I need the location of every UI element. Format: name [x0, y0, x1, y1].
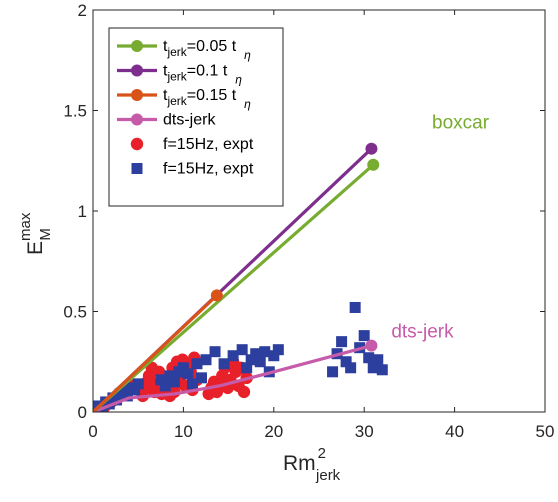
series-end-marker-2 — [210, 289, 223, 302]
legend-label-main: t — [163, 87, 168, 104]
series-end-marker-0 — [367, 158, 380, 171]
x-tick-label: 30 — [355, 422, 374, 441]
expt-square-point — [245, 354, 257, 366]
y-axis-label-sup: max — [17, 212, 34, 241]
expt-square-point — [250, 348, 262, 360]
legend-label-sub: jerk — [166, 45, 187, 59]
legend-label-4: f=15Hz, expt — [163, 136, 254, 153]
expt-square-point — [376, 364, 388, 376]
dts-jerk-annotation: dts-jerk — [391, 322, 454, 343]
y-tick-label: 0.5 — [63, 303, 87, 322]
legend-label-1: tjerk=0.1 t η — [163, 63, 242, 87]
legend-label-5: f=15Hz, expt — [163, 161, 254, 178]
legend-box — [108, 27, 284, 207]
legend-marker-0 — [131, 40, 143, 52]
expt-square-point — [241, 362, 253, 374]
legend-label-rest: =0.05 t — [187, 38, 237, 55]
y-axis-label-sub: M — [37, 228, 54, 241]
expt-square-point — [129, 384, 141, 396]
legend-label-3: dts-jerk — [163, 112, 216, 129]
expt-square-point — [111, 394, 123, 406]
expt-square-point — [236, 344, 248, 356]
boxcar-annotation: boxcar — [432, 113, 490, 134]
legend-label-rest: =0.1 t — [187, 63, 228, 80]
expt-square-point — [132, 378, 144, 390]
expt-square-point — [345, 362, 357, 374]
legend-marker-2 — [131, 89, 143, 101]
legend-label-main: t — [163, 38, 168, 55]
expt-square-point — [218, 358, 230, 370]
expt-square-point — [372, 354, 384, 366]
legend-marker-5 — [131, 163, 143, 174]
x-tick-label: 10 — [174, 422, 193, 441]
y-tick-label: 0 — [78, 403, 87, 422]
legend-label-0: tjerk=0.05 t η — [163, 38, 251, 62]
legend-label-sub2: η — [235, 73, 242, 87]
legend-label-main: f=15Hz, expt — [163, 161, 254, 178]
legend-label-main: f=15Hz, expt — [163, 136, 254, 153]
expt-square-point — [159, 380, 171, 392]
expt-square-point — [168, 376, 180, 388]
expt-square-point — [349, 301, 361, 313]
expt-square-point — [340, 356, 352, 368]
series-line-0 — [93, 163, 375, 412]
expt-square-point — [182, 368, 194, 380]
series-layer — [93, 142, 388, 412]
expt-square-point — [327, 366, 339, 378]
expt-square-point — [191, 358, 203, 370]
y-axis-label-base: E — [24, 241, 47, 255]
legend-marker-3 — [131, 113, 143, 126]
expt-square-point — [164, 370, 176, 382]
expt-square-point — [367, 362, 379, 374]
y-tick-label: 1.5 — [63, 102, 87, 121]
x-tick-label: 20 — [264, 422, 283, 441]
expt-circle-point — [237, 385, 251, 399]
legend-label-sub2: η — [244, 97, 251, 111]
expt-square-point — [121, 390, 133, 402]
y-tick-label: 1 — [78, 202, 87, 221]
x-axis-label-sup: 2 — [318, 445, 326, 462]
expt-square-point — [177, 362, 189, 374]
y-tick-label: 2 — [78, 1, 87, 20]
legend-label-main: t — [163, 63, 168, 80]
expt-square-point — [268, 350, 280, 362]
expt-square-point — [200, 354, 212, 366]
annotation-layer: boxcar dts-jerk — [391, 113, 489, 343]
x-axis-label-base: Rm — [283, 452, 316, 475]
legend-label-main: dts-jerk — [163, 112, 216, 129]
y-axis-label: Emax M — [17, 212, 54, 255]
series-line-3 — [93, 344, 372, 412]
expt-square-point — [155, 374, 167, 386]
expt-square-point — [358, 330, 370, 342]
legend-label-sub: jerk — [166, 70, 187, 84]
series-end-marker-1 — [365, 142, 378, 155]
expt-square-point — [363, 352, 375, 364]
series-end-marker-3 — [365, 339, 378, 352]
legend-label-2: tjerk=0.15 t η — [163, 87, 251, 111]
expt-square-point — [336, 336, 348, 348]
expt-square-point — [259, 346, 271, 358]
expt-square-point — [272, 344, 284, 356]
series-line-2 — [93, 294, 218, 412]
legend-marker-4 — [130, 137, 144, 151]
x-axis-label: Rm 2 jerk — [283, 445, 341, 484]
x-axis-label-sub: jerk — [315, 467, 341, 484]
expt-square-point — [254, 356, 266, 368]
expt-square-point — [195, 372, 207, 384]
x-tick-label: 40 — [445, 422, 464, 441]
x-tick-label: 50 — [536, 422, 555, 441]
expt-square-point — [209, 346, 221, 358]
x-tick-label: 0 — [88, 422, 97, 441]
expt-square-point — [186, 378, 198, 390]
legend-label-rest: =0.15 t — [187, 87, 237, 104]
expt-square-point — [227, 350, 239, 362]
legend-label-sub2: η — [244, 48, 251, 62]
legend-label-sub: jerk — [166, 94, 187, 108]
legend-marker-1 — [131, 64, 143, 77]
